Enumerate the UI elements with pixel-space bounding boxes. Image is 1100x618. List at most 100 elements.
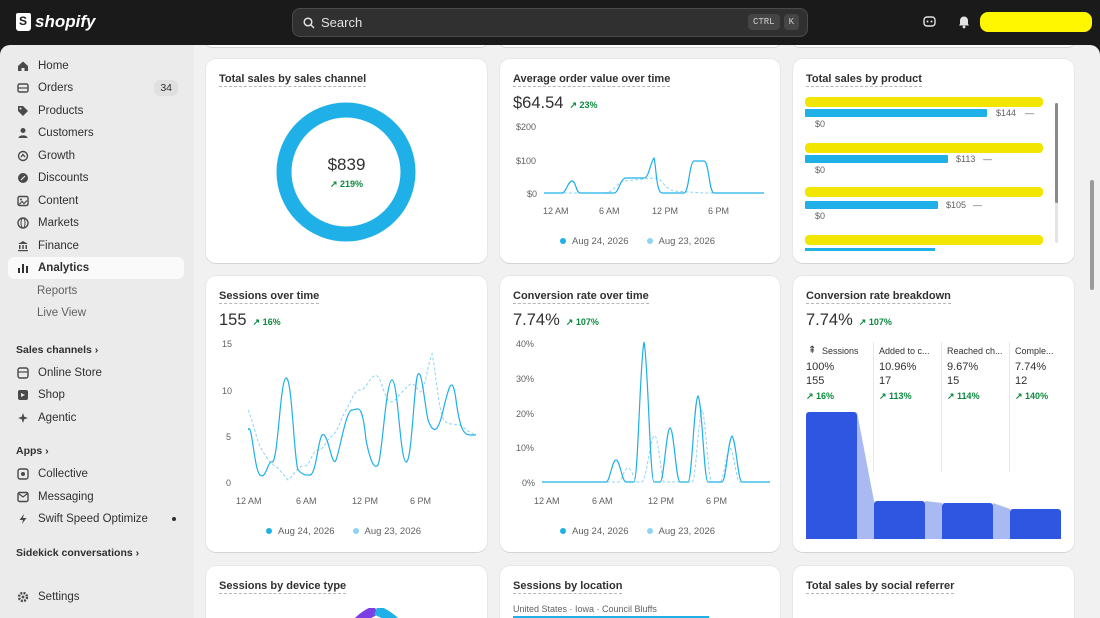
sidebar-item-live-view[interactable]: Live View [8,302,184,324]
sidebar-item-analytics[interactable]: Analytics [8,257,184,279]
location-row-label: United States · Iowa · Council Bluffs [513,604,657,614]
apps-heading[interactable]: Apps › [16,445,49,457]
location-bar[interactable] [513,616,709,618]
card-title[interactable]: Total sales by sales channel [219,73,367,87]
discount-icon [16,171,30,185]
conversion-card[interactable]: Conversion rate over time 7.74% ↗ 107% 40… [500,276,780,552]
bank-icon [16,239,30,253]
sidebar-item-messaging[interactable]: Messaging [8,486,184,508]
aov-xtick: 12 PM [652,206,679,216]
card-title[interactable]: Sessions by location [513,580,623,594]
card-title[interactable]: Total sales by product [806,73,922,87]
product-bar[interactable] [805,109,987,117]
sidebar-item-label: Reports [37,285,78,297]
page-scrollbar[interactable] [1090,180,1094,290]
sidebar-item-label: Analytics [38,262,90,274]
legend-item-previous[interactable]: Aug 23, 2026 [352,526,421,537]
conversion-ytick: 0% [522,478,536,488]
sessions-xtick: 6 AM [296,496,317,506]
product-bar[interactable] [805,155,948,163]
sidebar-item-discounts[interactable]: Discounts [8,167,184,189]
conversion-line-prev [542,408,770,483]
sidebar-item-agentic[interactable]: Agentic [8,407,184,429]
sessions-card[interactable]: Sessions over time 155 ↗ 16% 15 10 5 0 12… [206,276,487,552]
funnel-bar[interactable] [874,501,925,539]
sidebar-item-finance[interactable]: Finance [8,235,184,257]
device-type-card[interactable]: Sessions by device type [206,566,487,618]
funnel-step-label: Comple... [1015,346,1054,356]
conversion-line-current [542,341,770,483]
funnel-connector [857,412,874,539]
sessions-location-card[interactable]: Sessions by location United States · Iow… [500,566,780,618]
funnel-bar[interactable] [1010,509,1061,539]
card-title[interactable]: Average order value over time [513,73,671,87]
conversion-line-chart [542,341,770,483]
card-title[interactable]: Sessions over time [219,290,320,304]
scroll-thumb[interactable] [1055,103,1058,203]
product-bar[interactable] [805,248,935,251]
card-fragment [793,45,1074,47]
funnel-bar[interactable] [942,503,993,539]
sales-channels-heading[interactable]: Sales channels › [16,344,99,356]
funnel-step-percent: 10.96% [879,361,917,373]
legend-item-previous[interactable]: Aug 23, 2026 [646,236,715,247]
funnel-step-label: Sessions [822,346,859,356]
product-bar[interactable] [805,201,938,209]
sidekick-icon[interactable] [921,14,937,30]
sidebar-item-home[interactable]: Home [8,55,184,77]
aov-line-current [544,156,764,194]
conversion-breakdown-card[interactable]: Conversion rate breakdown 7.74% ↗ 107% Se… [793,276,1074,552]
legend-item-previous[interactable]: Aug 23, 2026 [646,526,715,537]
card-title[interactable]: Sessions by device type [219,580,347,594]
sidebar-item-label: Collective [38,468,88,480]
sidebar-item-online-store[interactable]: Online Store [8,362,184,384]
legend-item-current[interactable]: Aug 24, 2026 [266,526,335,537]
sessions-ytick: 10 [222,386,233,396]
agentic-icon [16,411,30,425]
sidebar-item-swift-speed-optimize[interactable]: Swift Speed Optimize [8,508,184,530]
donut-ring [276,102,416,242]
sidebar-item-shop[interactable]: Shop [8,384,184,406]
sidekick-conversations-heading[interactable]: Sidekick conversations › [16,547,140,559]
sidebar-item-customers[interactable]: Customers [8,122,184,144]
top-bar: shopify Search CTRL K [0,0,1100,45]
sales-by-product-card[interactable]: Total sales by product $144 — $0 $113 — … [793,59,1074,263]
sidebar-item-products[interactable]: Products [8,100,184,122]
sessions-xtick: 6 PM [410,496,432,506]
card-title[interactable]: Conversion rate breakdown [806,290,951,304]
sidebar-item-content[interactable]: Content [8,190,184,212]
sidebar-item-collective[interactable]: Collective [8,463,184,485]
sidebar-item-settings[interactable]: Settings [8,586,184,608]
social-referrer-card[interactable]: Total sales by social referrer [793,566,1074,618]
user-account-button[interactable] [980,12,1092,32]
shopify-logo[interactable]: shopify [16,12,95,32]
sidebar-item-markets[interactable]: Markets [8,212,184,234]
donut-delta: ↗ 219% [329,179,364,189]
aov-ytick: $100 [516,156,537,166]
chevron-right-icon: › [135,547,140,559]
conversion-ytick: 30% [516,374,535,384]
aov-card[interactable]: Average order value over time $64.54 ↗ 23… [500,59,780,263]
aov-legend: Aug 24, 2026 Aug 23, 2026 [560,236,715,247]
funnel-step-delta: ↗ 113% [879,391,912,401]
sales-channel-card[interactable]: Total sales by sales channel $839 ↗ 219% [206,59,487,263]
card-title[interactable]: Conversion rate over time [513,290,649,304]
funnel-bar[interactable] [806,412,857,539]
sidebar-item-label: Finance [38,240,79,252]
legend-item-current[interactable]: Aug 24, 2026 [560,236,629,247]
funnel-step-count: 155 [806,375,825,387]
search-input[interactable]: Search CTRL K [292,8,808,37]
funnel-step-percent: 100% [806,361,835,373]
aov-xtick: 6 AM [599,206,620,216]
bell-icon[interactable] [956,14,972,30]
conversion-delta: ↗ 107% [565,317,599,327]
sidebar-item-growth[interactable]: Growth [8,145,184,167]
sidebar-item-reports[interactable]: Reports [8,280,184,302]
globe-icon [16,216,30,230]
legend-item-current[interactable]: Aug 24, 2026 [560,526,629,537]
sidebar-item-orders[interactable]: Orders 34 [8,77,184,99]
funnel-column-divider [1009,342,1010,472]
donut-total-value: $839 [327,155,366,174]
card-title[interactable]: Total sales by social referrer [806,580,955,594]
conversion-xtick: 6 AM [592,496,613,506]
